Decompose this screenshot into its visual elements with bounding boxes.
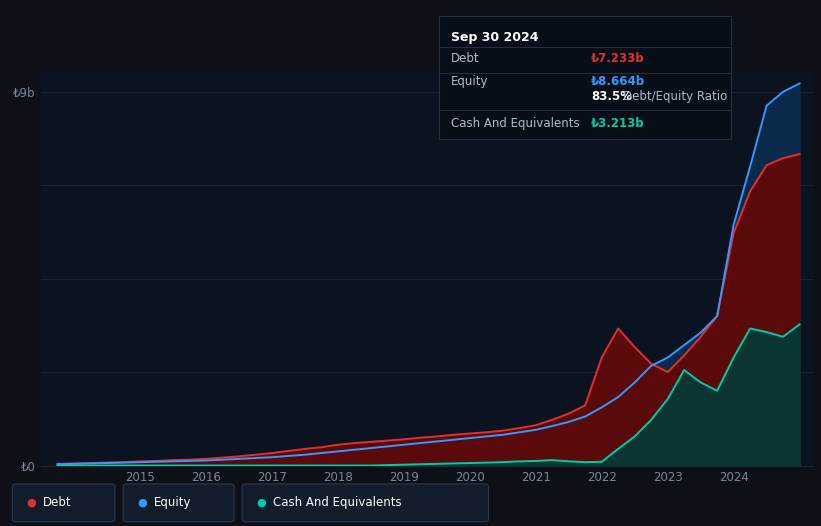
Text: ₺7.233b: ₺7.233b bbox=[591, 52, 644, 65]
Text: Cash And Equivalents: Cash And Equivalents bbox=[451, 117, 580, 130]
Text: Sep 30 2024: Sep 30 2024 bbox=[451, 31, 539, 44]
Text: ●: ● bbox=[26, 498, 36, 508]
Text: Debt/Equity Ratio: Debt/Equity Ratio bbox=[623, 89, 727, 103]
Text: 83.5%: 83.5% bbox=[591, 89, 632, 103]
Text: Equity: Equity bbox=[451, 75, 488, 88]
Text: Debt: Debt bbox=[451, 52, 479, 65]
Text: Cash And Equivalents: Cash And Equivalents bbox=[273, 497, 401, 509]
Text: ●: ● bbox=[137, 498, 147, 508]
Text: ●: ● bbox=[256, 498, 266, 508]
Text: Equity: Equity bbox=[154, 497, 191, 509]
Text: ₺8.664b: ₺8.664b bbox=[591, 75, 645, 88]
Text: Debt: Debt bbox=[43, 497, 71, 509]
Text: ₺3.213b: ₺3.213b bbox=[591, 117, 644, 130]
